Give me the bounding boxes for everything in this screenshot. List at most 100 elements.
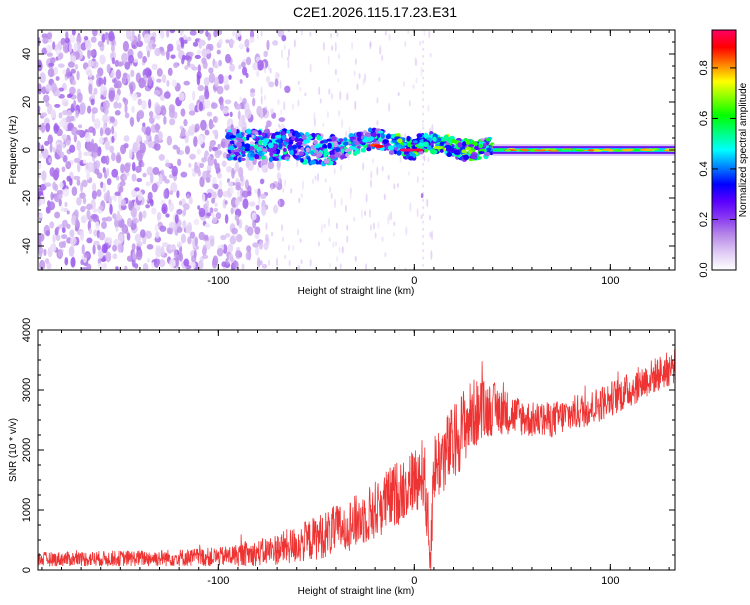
heatmap-cell bbox=[346, 224, 349, 231]
heatmap-cell bbox=[115, 226, 119, 232]
heatmap-cell bbox=[67, 61, 75, 68]
heatmap-cell bbox=[534, 149, 547, 152]
heatmap-cell bbox=[280, 130, 286, 136]
heatmap-cell bbox=[186, 194, 190, 199]
heatmap-cell bbox=[336, 256, 339, 262]
heatmap-cell bbox=[422, 155, 425, 159]
heatmap-cell bbox=[300, 259, 303, 265]
heatmap-cell bbox=[155, 231, 160, 239]
heatmap-cell bbox=[422, 170, 425, 174]
heatmap-cell bbox=[303, 139, 308, 145]
heatmap-cell bbox=[422, 256, 425, 260]
heatmap-cell bbox=[338, 110, 341, 117]
heatmap-cell bbox=[204, 129, 210, 136]
heatmap-cell bbox=[97, 262, 105, 269]
heatmap-cell bbox=[78, 124, 83, 129]
heatmap-cell bbox=[376, 97, 379, 104]
heatmap-cell bbox=[256, 69, 260, 78]
heatmap-cell bbox=[165, 162, 172, 168]
heatmap-cell bbox=[301, 180, 304, 191]
heatmap-cell bbox=[382, 139, 388, 144]
heatmap-cell bbox=[224, 200, 228, 205]
heatmap-cell bbox=[62, 69, 68, 75]
heatmap-cell bbox=[284, 156, 291, 160]
heatmap-cell bbox=[280, 224, 283, 232]
heatmap-cell bbox=[278, 143, 283, 150]
heatmap-cell bbox=[427, 105, 430, 112]
heatmap-cell bbox=[81, 205, 87, 210]
heatmap-cell bbox=[114, 220, 118, 227]
heatmap-cell bbox=[288, 244, 291, 252]
heatmap-cell bbox=[249, 146, 256, 151]
heatmap-cell bbox=[55, 234, 61, 241]
heatmap-cell bbox=[109, 204, 113, 215]
heatmap-cell bbox=[129, 36, 135, 42]
spectrogram-x-label: Height of straight line (km) bbox=[298, 286, 415, 297]
heatmap-cell bbox=[192, 261, 196, 269]
heatmap-cell bbox=[80, 259, 84, 266]
heatmap-cell bbox=[282, 187, 285, 194]
heatmap-cell bbox=[81, 244, 85, 255]
heatmap-cell bbox=[126, 232, 131, 241]
heatmap-cell bbox=[429, 148, 437, 155]
heatmap-cell bbox=[254, 226, 261, 235]
heatmap-cell bbox=[381, 54, 384, 62]
heatmap-cell bbox=[167, 67, 173, 76]
heatmap-cell bbox=[235, 133, 242, 138]
heatmap-cell bbox=[222, 152, 228, 159]
heatmap-cell bbox=[356, 83, 359, 91]
heatmap-cell bbox=[456, 149, 461, 155]
heatmap-cell bbox=[189, 153, 196, 160]
heatmap-cell bbox=[387, 174, 390, 181]
heatmap-cell bbox=[266, 39, 270, 51]
heatmap-cell bbox=[97, 244, 102, 251]
heatmap-cell bbox=[38, 142, 41, 151]
heatmap-cell bbox=[275, 257, 278, 267]
heatmap-cell bbox=[179, 132, 186, 137]
heatmap-cell bbox=[329, 160, 334, 166]
heatmap-cell bbox=[420, 193, 424, 199]
heatmap-cell bbox=[219, 179, 223, 190]
heatmap-cell bbox=[173, 62, 179, 69]
heatmap-cell bbox=[297, 80, 300, 85]
heatmap-cell bbox=[364, 132, 371, 138]
x-tick-label: -100 bbox=[207, 275, 229, 287]
heatmap-cell bbox=[259, 178, 265, 185]
heatmap-cell bbox=[87, 105, 92, 114]
heatmap-cell bbox=[224, 233, 231, 238]
heatmap-cell bbox=[290, 188, 293, 194]
heatmap-cell bbox=[284, 254, 287, 260]
heatmap-cell bbox=[402, 81, 405, 88]
y-tick-label: -20 bbox=[21, 190, 33, 206]
heatmap-cell bbox=[38, 250, 43, 258]
heatmap-cell bbox=[264, 95, 267, 101]
heatmap-cell bbox=[478, 151, 485, 155]
heatmap-cell bbox=[278, 123, 281, 128]
heatmap-cell bbox=[268, 259, 271, 267]
heatmap-cell bbox=[192, 171, 196, 177]
heatmap-cell bbox=[483, 142, 487, 147]
heatmap-cell bbox=[280, 109, 283, 115]
heatmap-cell bbox=[244, 147, 251, 152]
heatmap-cell bbox=[154, 224, 159, 232]
heatmap-cell bbox=[98, 231, 106, 241]
heatmap-cell bbox=[110, 152, 116, 162]
heatmap-cell bbox=[121, 78, 127, 85]
heatmap-cell bbox=[160, 106, 167, 117]
heatmap-cell bbox=[305, 147, 310, 153]
heatmap-cell bbox=[271, 184, 274, 192]
heatmap-cell bbox=[245, 56, 252, 66]
heatmap-cell bbox=[111, 135, 115, 144]
heatmap-cell bbox=[356, 131, 362, 138]
heatmap-cell bbox=[166, 135, 172, 146]
heatmap-cell bbox=[176, 44, 181, 52]
heatmap-cell bbox=[340, 164, 343, 172]
heatmap-cell bbox=[225, 39, 230, 44]
heatmap-cell bbox=[82, 159, 87, 164]
heatmap-cell bbox=[76, 179, 81, 186]
heatmap-cell bbox=[254, 154, 260, 160]
heatmap-cell bbox=[131, 93, 138, 101]
heatmap-cell bbox=[69, 33, 76, 43]
heatmap-cell bbox=[76, 140, 82, 151]
heatmap-cell bbox=[388, 102, 391, 112]
